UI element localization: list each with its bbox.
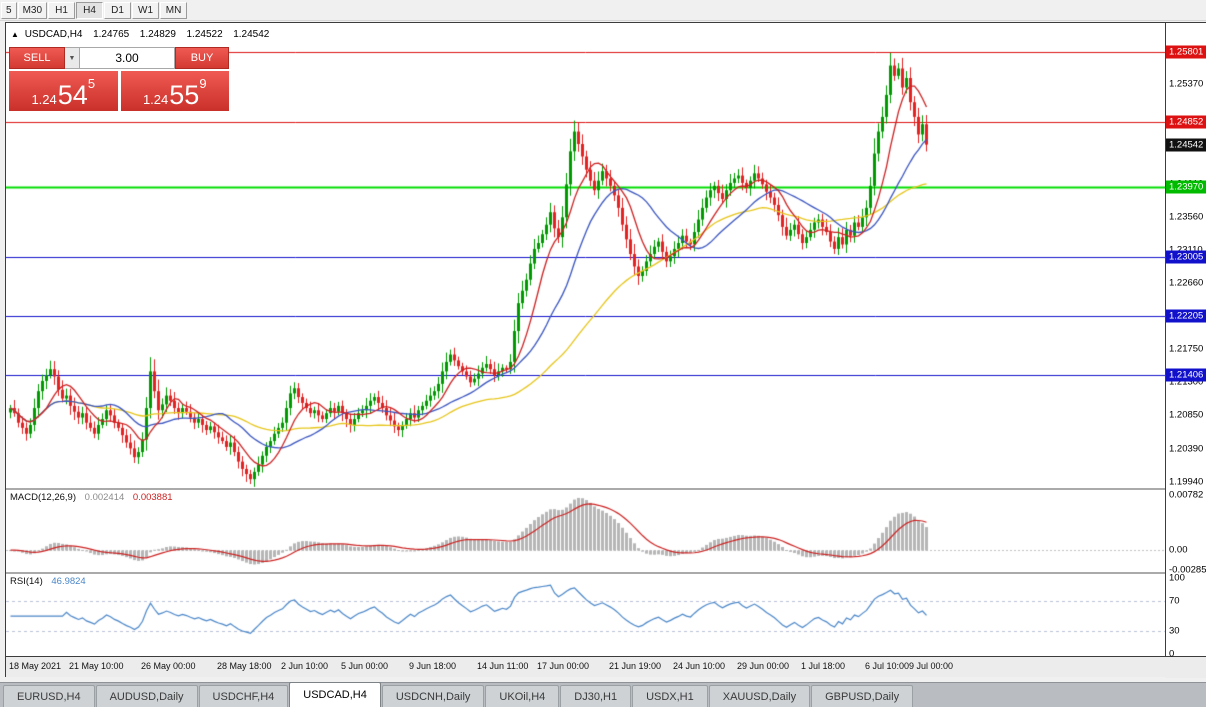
price-tick: 1.23110 — [1169, 244, 1203, 256]
buy-price-base: 1.24 — [142, 92, 169, 107]
rsi-tick: 100 — [1169, 572, 1185, 584]
time-tick: 1 Jul 18:00 — [801, 661, 846, 671]
chart-tab-bar: EURUSD,H4 AUDUSD,Daily USDCHF,H4 USDCAD,H4 U… — [0, 682, 1206, 707]
time-tick: 5 Jun 00:00 — [341, 661, 389, 671]
macd-name: MACD(12,26,9) — [10, 492, 76, 503]
price-tick: 1.19940 — [1169, 476, 1204, 488]
sell-button[interactable]: SELL — [9, 47, 65, 69]
tab-usdcnh[interactable]: USDCNH,Daily — [381, 685, 485, 707]
tab-usdchf[interactable]: USDCHF,H4 — [198, 685, 289, 707]
tab-usdcad[interactable]: USDCAD,H4 — [289, 682, 381, 707]
macd-tick: -0.00285 — [1169, 564, 1206, 576]
one-click-collapse-icon[interactable]: ▲ — [11, 30, 19, 39]
price-tick: 1.21750 — [1169, 343, 1204, 355]
time-tick: 9 Jul 00:00 — [909, 661, 954, 671]
sell-price-quote[interactable]: 1.24 54 5 — [9, 71, 118, 111]
time-tick: 24 Jun 10:00 — [673, 661, 726, 671]
timeframe-button-h1[interactable]: H1 — [48, 1, 76, 19]
rsi-value: 46.9824 — [51, 576, 86, 587]
price-tick: 1.20390 — [1169, 443, 1204, 455]
price-tick: 1.25370 — [1169, 78, 1204, 90]
buy-price-quote[interactable]: 1.24 55 9 — [120, 71, 229, 111]
rsi-tick: 0 — [1169, 648, 1175, 660]
volume-dropdown-button[interactable]: ▼ — [65, 47, 80, 69]
price-tick: 1.23560 — [1169, 211, 1204, 223]
timeframe-toolbar: 5 M30 H1 H4 D1 W1 MN — [0, 0, 1206, 21]
sell-price-big: 54 — [57, 80, 88, 110]
price-axis[interactable]: 1.253701.240101.235601.231101.226601.217… — [1165, 23, 1206, 678]
buy-price-sup: 9 — [199, 76, 207, 91]
chart-window: ▲ USDCAD,H4 1.24765 1.24829 1.24522 1.24… — [5, 22, 1206, 678]
tab-audusd[interactable]: AUDUSD,Daily — [95, 685, 198, 707]
time-tick: 17 Jun 00:00 — [537, 661, 590, 671]
time-tick: 14 Jun 11:00 — [477, 661, 529, 671]
price-line-label: 1.22205 — [1166, 309, 1206, 323]
price-line-label: 1.24542 — [1166, 138, 1206, 152]
macd-signal-value: 0.003881 — [132, 492, 173, 503]
time-tick: 28 May 18:00 — [217, 661, 272, 671]
price-line-label: 1.23005 — [1166, 250, 1206, 264]
timeframe-button-h4[interactable]: H4 — [76, 1, 104, 19]
time-tick: 26 May 00:00 — [141, 661, 196, 671]
ohlc-high: 1.24829 — [139, 29, 176, 40]
timeframe-button-d1[interactable]: D1 — [104, 1, 132, 19]
time-tick: 2 Jun 10:00 — [281, 661, 329, 671]
price-line-label: 1.24852 — [1166, 115, 1206, 129]
tab-eurusd[interactable]: EURUSD,H4 — [3, 685, 95, 707]
macd-main-value: 0.002414 — [84, 492, 125, 503]
timeframe-button-mn[interactable]: MN — [160, 1, 188, 19]
timeframe-button-m30[interactable]: M30 — [17, 1, 48, 19]
time-tick: 21 Jun 19:00 — [609, 661, 662, 671]
ohlc-close: 1.24542 — [233, 29, 270, 40]
one-click-trade-panel: SELL ▼ BUY 1.24 54 5 1.24 55 9 — [9, 47, 229, 111]
time-tick: 9 Jun 18:00 — [409, 661, 457, 671]
tab-gbpusd[interactable]: GBPUSD,Daily — [811, 685, 914, 707]
macd-tick: 0.00 — [1169, 544, 1188, 556]
price-tick: 1.20850 — [1169, 409, 1204, 421]
macd-chart-canvas[interactable] — [6, 490, 1165, 572]
tab-ukoil[interactable]: UKOil,H4 — [485, 685, 560, 707]
price-line-label: 1.25801 — [1166, 45, 1206, 59]
tab-usdx[interactable]: USDX,H1 — [632, 685, 708, 707]
axis-corner — [1165, 656, 1206, 678]
sell-price-sup: 5 — [87, 76, 96, 91]
price-tick: 1.22660 — [1169, 277, 1204, 289]
ohlc-low: 1.24522 — [186, 29, 223, 40]
rsi-indicator-label: RSI(14) 46.9824 — [10, 576, 86, 587]
volume-input[interactable] — [80, 47, 175, 69]
time-tick: 18 May 2021 — [9, 661, 62, 671]
price-tick: 1.21300 — [1169, 376, 1204, 388]
timeframe-button-w1[interactable]: W1 — [132, 1, 160, 19]
time-tick: 21 May 10:00 — [69, 661, 124, 671]
buy-button[interactable]: BUY — [175, 47, 229, 69]
chart-plot-area: ▲ USDCAD,H4 1.24765 1.24829 1.24522 1.24… — [6, 23, 1165, 677]
tab-dj30[interactable]: DJ30,H1 — [560, 685, 632, 707]
ohlc-open: 1.24765 — [93, 29, 130, 40]
time-tick: 6 Jul 10:00 — [865, 661, 910, 671]
rsi-tick: 70 — [1169, 595, 1180, 607]
sell-price-base: 1.24 — [31, 92, 57, 107]
rsi-tick: 30 — [1169, 625, 1180, 637]
price-line-label: 1.23970 — [1166, 180, 1206, 194]
macd-indicator-label: MACD(12,26,9) 0.002414 0.003881 — [10, 492, 173, 503]
pane-divider-macd[interactable] — [6, 488, 1165, 490]
time-axis[interactable]: 18 May 2021 21 May 10:00 26 May 00:00 28 Ma… — [6, 656, 1165, 677]
chart-header: ▲ USDCAD,H4 1.24765 1.24829 1.24522 1.24… — [11, 29, 269, 40]
chevron-down-icon: ▼ — [68, 54, 76, 62]
tab-xauusd[interactable]: XAUUSD,Daily — [708, 685, 811, 707]
macd-tick: 0.00782 — [1169, 489, 1204, 501]
price-line-label: 1.21406 — [1166, 368, 1206, 382]
pane-divider-rsi[interactable] — [6, 572, 1165, 574]
timeframe-button-5[interactable]: 5 — [1, 1, 17, 19]
rsi-name: RSI(14) — [10, 576, 43, 587]
rsi-chart-canvas[interactable] — [6, 574, 1165, 656]
buy-price-big: 55 — [169, 80, 200, 110]
time-tick: 29 Jun 00:00 — [737, 661, 790, 671]
chart-symbol-label: USDCAD,H4 — [24, 29, 83, 40]
